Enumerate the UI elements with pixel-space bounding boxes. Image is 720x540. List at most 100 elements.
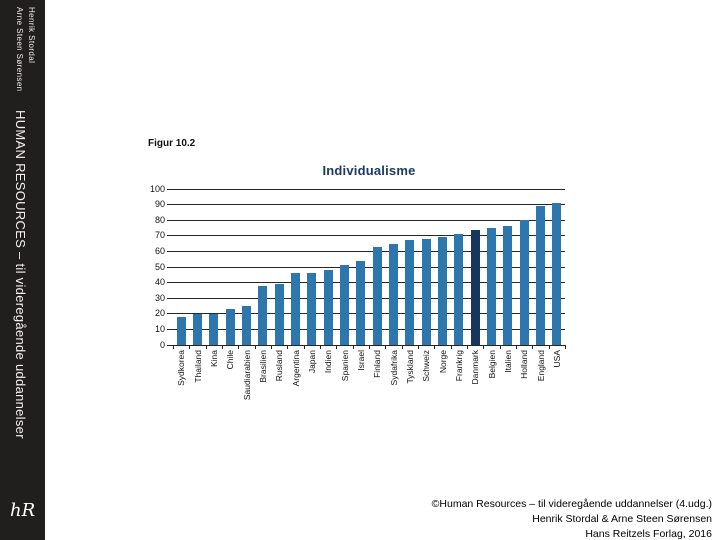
- figure-10-2: Figur 10.2 Individualisme 0 10 20 30 40 50 60 7…: [148, 138, 580, 430]
- y-tick-mark: [167, 204, 173, 206]
- y-tick-mark: [167, 188, 173, 190]
- x-axis-label: England: [535, 350, 546, 382]
- y-tick-mark: [167, 313, 173, 315]
- x-axis-label: Belgien: [486, 350, 497, 379]
- x-axis-label: Italien: [502, 350, 513, 373]
- bar: [209, 313, 219, 345]
- book-series-title: HUMAN RESOURCES – til videregående uddan…: [13, 110, 28, 439]
- x-tick-mark: [385, 345, 387, 349]
- y-tick-label: 20: [154, 308, 165, 319]
- x-axis-label: Japan: [306, 350, 317, 374]
- x-tick-mark: [287, 345, 289, 349]
- y-tick-mark: [167, 282, 173, 284]
- x-axis-label: Indien: [323, 350, 334, 374]
- x-tick-mark: [565, 345, 566, 349]
- x-axis-label: Tyskland: [404, 350, 415, 384]
- x-tick-mark: [222, 345, 223, 349]
- x-axis-label: Rusland: [274, 350, 285, 382]
- x-axis-label: Finland: [372, 350, 383, 378]
- x-tick-mark: [499, 345, 501, 349]
- gridline: [173, 219, 565, 221]
- x-axis-label: Holland: [519, 350, 530, 379]
- x-tick-mark: [532, 345, 534, 349]
- x-tick-mark: [205, 345, 207, 349]
- x-tick-mark: [303, 345, 305, 349]
- bar: [438, 237, 447, 345]
- y-tick-mark: [167, 219, 173, 221]
- gridline: [173, 282, 565, 284]
- bar: [258, 285, 268, 345]
- x-tick-mark: [173, 345, 174, 349]
- author-name: Arne Steen Sørensen: [15, 7, 24, 92]
- hans-reitzels-logo: hR: [10, 500, 36, 521]
- bar: [193, 313, 202, 345]
- bar: [487, 228, 496, 345]
- x-tick-mark: [516, 345, 517, 349]
- bar: [372, 246, 382, 345]
- x-tick-mark: [320, 345, 321, 349]
- x-tick-mark: [467, 345, 468, 349]
- x-tick-mark: [418, 345, 419, 349]
- x-tick-mark: [336, 345, 338, 349]
- gridline: [173, 250, 565, 252]
- bar: [356, 260, 366, 345]
- x-axis-label: Israel: [355, 350, 366, 371]
- x-axis-label: Kina: [208, 350, 219, 368]
- y-tick-label: 50: [154, 261, 165, 272]
- gridline: [173, 313, 565, 315]
- bar: [519, 220, 529, 345]
- x-axis-label: Argentina: [290, 350, 301, 387]
- bar: [340, 265, 349, 345]
- x-tick-mark: [189, 345, 191, 349]
- y-tick-mark: [167, 297, 173, 299]
- y-tick-label: 30: [154, 292, 165, 303]
- x-axis-label: Thailand: [192, 350, 203, 383]
- credit-line: ©Human Resources – til videregående udda…: [431, 498, 712, 510]
- bar: [421, 238, 431, 345]
- y-tick-mark: [167, 344, 173, 346]
- bar: [176, 316, 186, 345]
- y-tick-label: 100: [149, 183, 165, 194]
- x-axis-label: USA: [551, 350, 562, 368]
- sidebar: Henrik Stordal Arne Steen Sørensen HUMAN…: [0, 0, 45, 540]
- x-axis-label: Saudiarabien: [241, 350, 252, 401]
- y-tick-label: 10: [154, 323, 165, 334]
- x-axis-label: Frankrig: [453, 350, 464, 382]
- credit-line: Henrik Stordal & Arne Steen Sørensen: [532, 513, 712, 525]
- x-tick-mark: [352, 345, 354, 349]
- bar: [274, 284, 284, 345]
- x-tick-mark: [238, 345, 240, 349]
- x-axis-label: Brasilien: [257, 350, 268, 383]
- bar: [307, 273, 317, 345]
- y-tick-mark: [167, 328, 173, 330]
- bar-chart-plot-area: 0 10 20 30 40 50 60 70 80 90 100 Sydkorea Thailand Ki…: [150, 184, 566, 400]
- bar: [323, 270, 333, 345]
- x-axis-label: Sydafrika: [388, 350, 399, 386]
- bar: [405, 240, 415, 345]
- x-axis-label: Schweiz: [421, 350, 432, 382]
- figure-label: Figur 10.2: [148, 138, 196, 149]
- y-tick-label: 90: [154, 199, 165, 210]
- bar: [454, 234, 464, 345]
- bar: [536, 206, 545, 345]
- sidebar-authors: Henrik Stordal Arne Steen Sørensen: [13, 7, 37, 92]
- bar: [242, 306, 251, 345]
- y-tick-label: 60: [154, 245, 165, 256]
- chart-title: Individualisme: [322, 163, 416, 178]
- gridline: [173, 266, 565, 268]
- credit-line: Hans Reitzels Forlag, 2016: [585, 528, 712, 540]
- gridline: [173, 188, 565, 190]
- y-tick-label: 70: [154, 230, 165, 241]
- bar: [552, 203, 562, 345]
- bar: [291, 273, 300, 345]
- x-tick-mark: [271, 345, 272, 349]
- x-tick-mark: [548, 345, 550, 349]
- y-tick-mark: [167, 250, 173, 252]
- copyright-credits: ©Human Resources – til videregående udda…: [432, 497, 712, 540]
- gridline: [173, 204, 565, 206]
- gridline: [173, 328, 565, 330]
- x-axis-label: Sydkorea: [176, 350, 187, 386]
- bar: [470, 229, 480, 345]
- x-axis-label: Chile: [225, 350, 236, 370]
